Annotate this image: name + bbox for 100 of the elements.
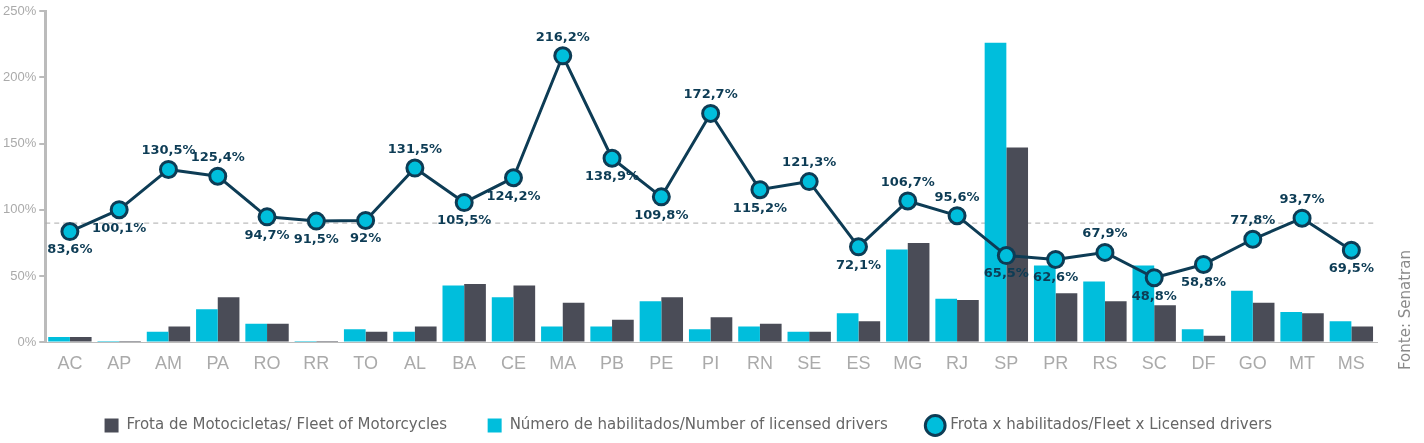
x-tick-label: ES [846,353,871,374]
x-tick-label: RO [253,353,281,374]
x-tick-label: AP [107,353,132,374]
bar [836,313,859,342]
x-tick-label: RN [746,353,773,374]
bar [1329,321,1352,342]
x-tick-label: SC [1141,353,1167,374]
y-tick-label: 0% [17,333,37,349]
bar [639,301,662,342]
x-tick-label: AL [403,353,426,374]
point [356,210,376,230]
x-tick-label: BA [452,353,477,374]
x-tick-label: AC [57,353,83,374]
bar [146,331,169,342]
y-tick-label: 250% [3,2,37,18]
point [1243,229,1263,249]
point [503,168,523,188]
bar [1252,302,1275,342]
data-label: 109,8% [634,206,689,222]
bar [48,337,70,342]
x-tick-label: SP [994,353,1019,374]
legend-label: Frota de Motocicletas/ Fleet of Motorcycles [126,415,448,434]
point [1095,242,1115,262]
x-tick-label: PR [1043,353,1069,374]
data-label: 67,9% [1082,225,1128,241]
x-tick-label: GO [1238,353,1267,374]
data-label: 216,2% [535,28,590,44]
bar [1154,305,1176,342]
bar [562,302,585,342]
x-tick-label: MA [549,353,577,374]
x-tick-label: CE [500,353,526,374]
point [454,193,474,213]
x-tick-label: PI [702,353,720,374]
bar [787,331,810,342]
bar [738,326,760,342]
data-label: 91,5% [293,230,339,246]
x-tick-label: MS [1337,353,1365,374]
point [553,46,573,66]
bar [809,331,831,342]
point [947,206,967,226]
data-label: 72,1% [835,256,882,272]
x-tick-label: PB [600,353,625,374]
bar [491,297,514,342]
bar [1231,290,1253,342]
y-tick-label: 50% [10,267,37,283]
bar [1083,281,1105,342]
bar [168,326,191,342]
point [848,237,868,257]
x-tick-label: RR [303,353,330,374]
data-label: 83,6% [47,241,93,257]
x-tick-label: RS [1092,353,1118,374]
y-tick-label: 150% [3,135,37,151]
point [1193,254,1213,274]
point [109,200,129,220]
bar [513,285,536,342]
x-tick-label: PA [206,353,230,374]
x-tick-label: TO [353,353,378,374]
bar [196,309,218,342]
point [1144,268,1164,288]
bar [907,242,930,342]
data-label: 93,7% [1279,191,1325,207]
point [60,222,80,242]
bar [464,284,486,342]
point [651,187,671,207]
bar [858,321,881,342]
data-label: 105,5% [437,212,492,228]
point [602,148,622,168]
point [158,159,178,179]
data-label: 172,7% [683,86,738,102]
bar [612,319,634,342]
data-label: 115,2% [732,199,787,215]
legend-label: Frota x habilitados/Fleet x Licensed drivers [950,415,1273,434]
bar [245,323,268,342]
bar [590,326,613,342]
data-label: 100,1% [92,219,147,235]
data-label: 65,5% [983,265,1029,281]
x-tick-label: DF [1191,353,1216,374]
bar [442,285,465,342]
data-label: 58,8% [1180,274,1227,290]
bar [267,323,289,342]
data-label: 121,3% [782,154,837,170]
bar [1055,293,1078,342]
point [996,246,1016,266]
bar [541,326,563,342]
x-tick-label: MG [893,353,923,374]
legend-label: Número de habilitados/Number of licensed drivers [509,415,888,434]
bar [217,297,240,342]
bar [414,326,437,342]
bar [759,323,782,342]
data-label: 94,7% [244,226,290,242]
point [701,103,721,123]
bar [343,329,366,342]
data-label: 131,5% [387,140,442,156]
x-tick-label: PE [649,353,674,374]
point [306,211,326,231]
x-tick-label: AM [154,353,182,374]
bar [1181,329,1204,342]
bar [1104,301,1127,342]
point [257,207,277,227]
point [1046,249,1066,269]
